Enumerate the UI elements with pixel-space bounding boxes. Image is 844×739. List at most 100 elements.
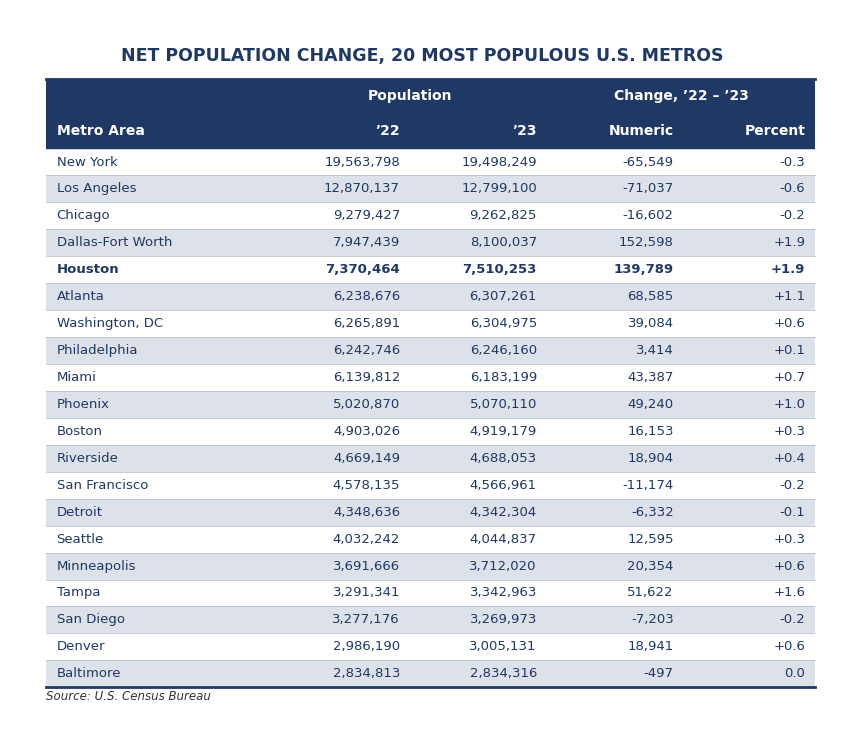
Text: Tampa: Tampa <box>57 587 100 599</box>
Text: 2,834,813: 2,834,813 <box>333 667 399 681</box>
Text: 3,691,666: 3,691,666 <box>333 559 399 573</box>
Text: 12,595: 12,595 <box>626 533 673 545</box>
Bar <box>46 283 814 310</box>
Text: Riverside: Riverside <box>57 452 118 465</box>
Text: +1.9: +1.9 <box>770 263 804 276</box>
Text: 0.0: 0.0 <box>783 667 804 681</box>
Text: 16,153: 16,153 <box>626 425 673 438</box>
Text: -65,549: -65,549 <box>622 155 673 168</box>
Text: 7,947,439: 7,947,439 <box>333 236 399 249</box>
Text: Percent: Percent <box>744 124 804 138</box>
Bar <box>46 445 814 471</box>
Text: 49,240: 49,240 <box>627 398 673 411</box>
Text: Detroit: Detroit <box>57 505 102 519</box>
Text: +1.1: +1.1 <box>772 290 804 303</box>
Bar <box>46 310 814 337</box>
Text: 18,941: 18,941 <box>627 641 673 653</box>
Bar <box>46 471 814 499</box>
Bar <box>46 79 814 114</box>
Text: Chicago: Chicago <box>57 209 110 222</box>
Text: 4,044,837: 4,044,837 <box>469 533 536 545</box>
Text: 18,904: 18,904 <box>627 452 673 465</box>
Text: -0.1: -0.1 <box>779 505 804 519</box>
Text: 3,269,973: 3,269,973 <box>469 613 536 627</box>
Text: 4,669,149: 4,669,149 <box>333 452 399 465</box>
Text: +0.3: +0.3 <box>772 533 804 545</box>
Text: 3,342,963: 3,342,963 <box>469 587 536 599</box>
Bar <box>46 149 814 175</box>
Text: 9,262,825: 9,262,825 <box>469 209 536 222</box>
Text: 4,566,961: 4,566,961 <box>469 479 536 491</box>
Text: 3,414: 3,414 <box>636 344 673 357</box>
Text: 12,870,137: 12,870,137 <box>323 183 399 195</box>
Text: +1.0: +1.0 <box>772 398 804 411</box>
Text: Change, ’22 – ’23: Change, ’22 – ’23 <box>613 89 748 103</box>
Text: NET POPULATION CHANGE, 20 MOST POPULOUS U.S. METROS: NET POPULATION CHANGE, 20 MOST POPULOUS … <box>121 47 723 65</box>
Text: San Francisco: San Francisco <box>57 479 148 491</box>
Text: Metro Area: Metro Area <box>57 124 144 138</box>
Bar <box>46 175 814 202</box>
Text: 3,005,131: 3,005,131 <box>469 641 536 653</box>
Text: +0.6: +0.6 <box>772 641 804 653</box>
Text: Los Angeles: Los Angeles <box>57 183 136 195</box>
Text: -0.3: -0.3 <box>779 155 804 168</box>
Text: +1.9: +1.9 <box>772 236 804 249</box>
Text: -0.6: -0.6 <box>779 183 804 195</box>
Text: 4,578,135: 4,578,135 <box>333 479 399 491</box>
Text: -16,602: -16,602 <box>622 209 673 222</box>
Text: 51,622: 51,622 <box>626 587 673 599</box>
Text: New York: New York <box>57 155 117 168</box>
Text: 8,100,037: 8,100,037 <box>469 236 536 249</box>
Text: 6,307,261: 6,307,261 <box>469 290 536 303</box>
Text: 5,070,110: 5,070,110 <box>469 398 536 411</box>
Text: -497: -497 <box>643 667 673 681</box>
Text: 3,291,341: 3,291,341 <box>333 587 399 599</box>
Text: Numeric: Numeric <box>608 124 673 138</box>
Text: 4,903,026: 4,903,026 <box>333 425 399 438</box>
Bar <box>46 579 814 607</box>
Text: 4,032,242: 4,032,242 <box>333 533 399 545</box>
Text: 6,242,746: 6,242,746 <box>333 344 399 357</box>
Text: Houston: Houston <box>57 263 119 276</box>
Bar <box>46 418 814 445</box>
Text: 6,238,676: 6,238,676 <box>333 290 399 303</box>
Bar <box>46 364 814 391</box>
Text: 3,712,020: 3,712,020 <box>469 559 536 573</box>
Bar <box>46 114 814 149</box>
Text: 39,084: 39,084 <box>627 317 673 330</box>
Text: 6,265,891: 6,265,891 <box>333 317 399 330</box>
Text: -0.2: -0.2 <box>779 479 804 491</box>
Text: +0.6: +0.6 <box>772 317 804 330</box>
Text: -0.2: -0.2 <box>779 613 804 627</box>
Text: 152,598: 152,598 <box>618 236 673 249</box>
Text: 4,688,053: 4,688,053 <box>469 452 536 465</box>
Text: -6,332: -6,332 <box>630 505 673 519</box>
Text: 2,986,190: 2,986,190 <box>333 641 399 653</box>
Bar <box>46 607 814 633</box>
Bar <box>46 553 814 579</box>
Text: 6,304,975: 6,304,975 <box>469 317 536 330</box>
Text: -71,037: -71,037 <box>622 183 673 195</box>
Text: 6,139,812: 6,139,812 <box>333 371 399 384</box>
Bar <box>46 391 814 418</box>
Bar <box>46 525 814 553</box>
Text: Washington, DC: Washington, DC <box>57 317 163 330</box>
Bar <box>46 337 814 364</box>
Bar <box>46 661 814 687</box>
Text: +0.3: +0.3 <box>772 425 804 438</box>
Text: 20,354: 20,354 <box>627 559 673 573</box>
Text: -0.2: -0.2 <box>779 209 804 222</box>
Text: +1.6: +1.6 <box>772 587 804 599</box>
Text: 6,183,199: 6,183,199 <box>469 371 536 384</box>
Text: 12,799,100: 12,799,100 <box>461 183 536 195</box>
Text: 19,498,249: 19,498,249 <box>461 155 536 168</box>
Bar <box>46 202 814 229</box>
Text: Baltimore: Baltimore <box>57 667 121 681</box>
Text: 139,789: 139,789 <box>613 263 673 276</box>
Text: +0.1: +0.1 <box>772 344 804 357</box>
Bar <box>46 499 814 525</box>
Text: ’22: ’22 <box>375 124 399 138</box>
Text: Philadelphia: Philadelphia <box>57 344 138 357</box>
Text: +0.7: +0.7 <box>772 371 804 384</box>
Text: 5,020,870: 5,020,870 <box>333 398 399 411</box>
